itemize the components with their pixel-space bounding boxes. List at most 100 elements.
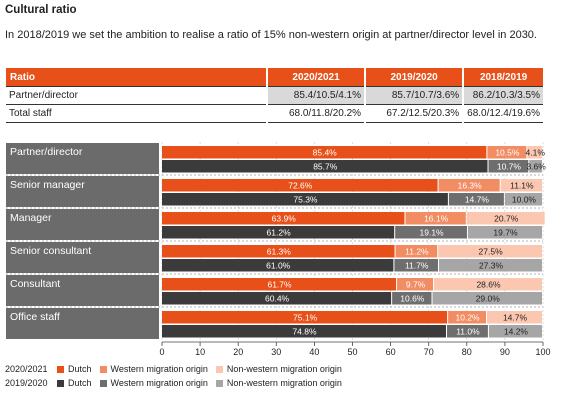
year-header-2019-2020: 2019/2020 bbox=[365, 68, 465, 87]
legend-item: Western migration origin bbox=[99, 364, 208, 374]
year-header-2020-2021: 2020/2021 bbox=[267, 68, 367, 87]
x-tick-label: 0 bbox=[159, 347, 164, 357]
legend-swatch bbox=[215, 365, 223, 373]
x-tick-label: 60 bbox=[386, 347, 396, 357]
legend-text: Dutch bbox=[68, 364, 92, 374]
data-label: 11.7% bbox=[405, 261, 429, 271]
data-label: 11.0% bbox=[456, 327, 480, 337]
data-label: 61.2% bbox=[267, 228, 292, 238]
data-label: 10.7% bbox=[497, 162, 522, 172]
bar-segment bbox=[448, 311, 486, 324]
data-label: 14.7% bbox=[503, 313, 528, 323]
category-label: Consultant bbox=[10, 278, 60, 290]
ratio-cell: 86.2/10.3/3.5% bbox=[463, 86, 543, 105]
data-label: 11.2% bbox=[405, 247, 429, 257]
legend-row-2020-2021: 2020/2021 Dutch Western migration origin No… bbox=[5, 364, 350, 374]
legend-text: Western migration origin bbox=[110, 364, 208, 374]
legend-swatch bbox=[99, 365, 107, 373]
legend-item: Non-western migration origin bbox=[215, 378, 342, 388]
data-label: 16.3% bbox=[458, 181, 483, 191]
category-panel bbox=[6, 143, 159, 174]
category-label: Partner/director bbox=[10, 146, 83, 158]
bar-segment bbox=[162, 212, 405, 225]
bar-segment bbox=[438, 179, 500, 192]
data-label: 72.6% bbox=[288, 181, 313, 191]
ratio-header: Ratio bbox=[6, 68, 269, 87]
data-label: 10.0% bbox=[512, 195, 537, 205]
bar-segment bbox=[162, 325, 446, 338]
legend-text: Dutch bbox=[68, 378, 92, 388]
data-label: 28.6% bbox=[476, 280, 501, 290]
data-label: 74.8% bbox=[292, 327, 317, 337]
legend-swatch bbox=[99, 379, 107, 387]
bar-segment bbox=[488, 160, 529, 173]
legend-swatch bbox=[57, 365, 64, 373]
x-tick-label: 20 bbox=[233, 347, 243, 357]
bar-segment bbox=[527, 146, 542, 159]
ratio-cell: 85.7/10.7/3.6% bbox=[365, 86, 465, 105]
legend-item: Dutch bbox=[57, 378, 92, 388]
chart-title: Cultural ratio bbox=[5, 4, 77, 16]
legend-swatch bbox=[57, 379, 64, 387]
category-label: Manager bbox=[10, 212, 52, 224]
data-label: 4.1% bbox=[526, 148, 546, 158]
category-label: Senior consultant bbox=[10, 245, 91, 257]
bar-segment bbox=[162, 245, 395, 258]
bar-segment bbox=[448, 193, 504, 206]
bar-segment bbox=[162, 259, 394, 272]
bar-segment bbox=[162, 160, 488, 173]
bar-segment bbox=[467, 226, 542, 239]
bar-segment bbox=[397, 278, 434, 291]
ratio-cell: 68.0/12.4/19.6% bbox=[463, 104, 543, 123]
ratio-cell: 67.2/12.5/20.3% bbox=[365, 104, 465, 123]
ratio-cell: 85.4/10.5/4.1% bbox=[267, 86, 367, 105]
data-label: 61.0% bbox=[266, 261, 291, 271]
year-header-2018-2019: 2018/2019 bbox=[463, 68, 543, 87]
category-panel bbox=[6, 308, 159, 339]
data-label: 27.5% bbox=[479, 247, 504, 257]
bar-segment bbox=[488, 325, 542, 338]
bar-segment bbox=[500, 179, 542, 192]
data-label: 75.1% bbox=[293, 313, 318, 323]
ratio-table-header-row: Ratio 2020/2021 2019/2020 2018/2019 bbox=[6, 68, 543, 87]
x-tick-label: 10 bbox=[195, 347, 205, 357]
bar-segment bbox=[162, 292, 392, 305]
data-label: 85.7% bbox=[313, 162, 338, 172]
x-tick-label: 30 bbox=[271, 347, 281, 357]
ratio-cell: 68.0/11.8/20.2% bbox=[267, 104, 367, 123]
x-tick-label: 80 bbox=[462, 347, 472, 357]
legend-year-label: 2020/2021 bbox=[5, 364, 48, 374]
bar-segment bbox=[466, 212, 545, 225]
x-tick-label: 100 bbox=[535, 347, 550, 357]
x-tick-label: 40 bbox=[309, 347, 319, 357]
legend-swatch bbox=[215, 379, 223, 387]
category-label: Office staff bbox=[10, 311, 60, 323]
legend-item: Western migration origin bbox=[99, 378, 208, 388]
category-label: Senior manager bbox=[10, 179, 85, 191]
bar-segment bbox=[162, 226, 395, 239]
bar-segment bbox=[162, 193, 448, 206]
bar-segment bbox=[162, 278, 397, 291]
data-label: 10.2% bbox=[456, 313, 481, 323]
intro-text: In 2018/2019 we set the ambition to real… bbox=[5, 29, 537, 41]
legend-text: Non-western migration origin bbox=[226, 364, 342, 374]
data-label: 61.7% bbox=[267, 280, 292, 290]
table-row: Total staff 68.0/11.8/20.2% 67.2/12.5/20… bbox=[6, 104, 543, 123]
data-label: 63.9% bbox=[272, 214, 297, 224]
legend-text: Non-western migration origin bbox=[226, 378, 342, 388]
ratio-table: Ratio 2020/2021 2019/2020 2018/2019 Part… bbox=[6, 68, 543, 123]
category-panel bbox=[6, 242, 159, 273]
x-tick-label: 50 bbox=[347, 347, 357, 357]
bar-segment bbox=[486, 311, 542, 324]
bar-segment bbox=[529, 160, 542, 173]
row-label: Partner/director bbox=[6, 86, 269, 105]
data-label: 29.0% bbox=[476, 294, 501, 304]
bar-segment bbox=[394, 259, 438, 272]
bar-segment bbox=[395, 245, 438, 258]
legend-year-label: 2019/2020 bbox=[5, 378, 48, 388]
category-panel bbox=[6, 209, 159, 240]
data-label: 16.1% bbox=[424, 214, 449, 224]
row-label: Total staff bbox=[6, 104, 269, 123]
table-row: Partner/director 85.4/10.5/4.1% 85.7/10.… bbox=[6, 86, 543, 105]
